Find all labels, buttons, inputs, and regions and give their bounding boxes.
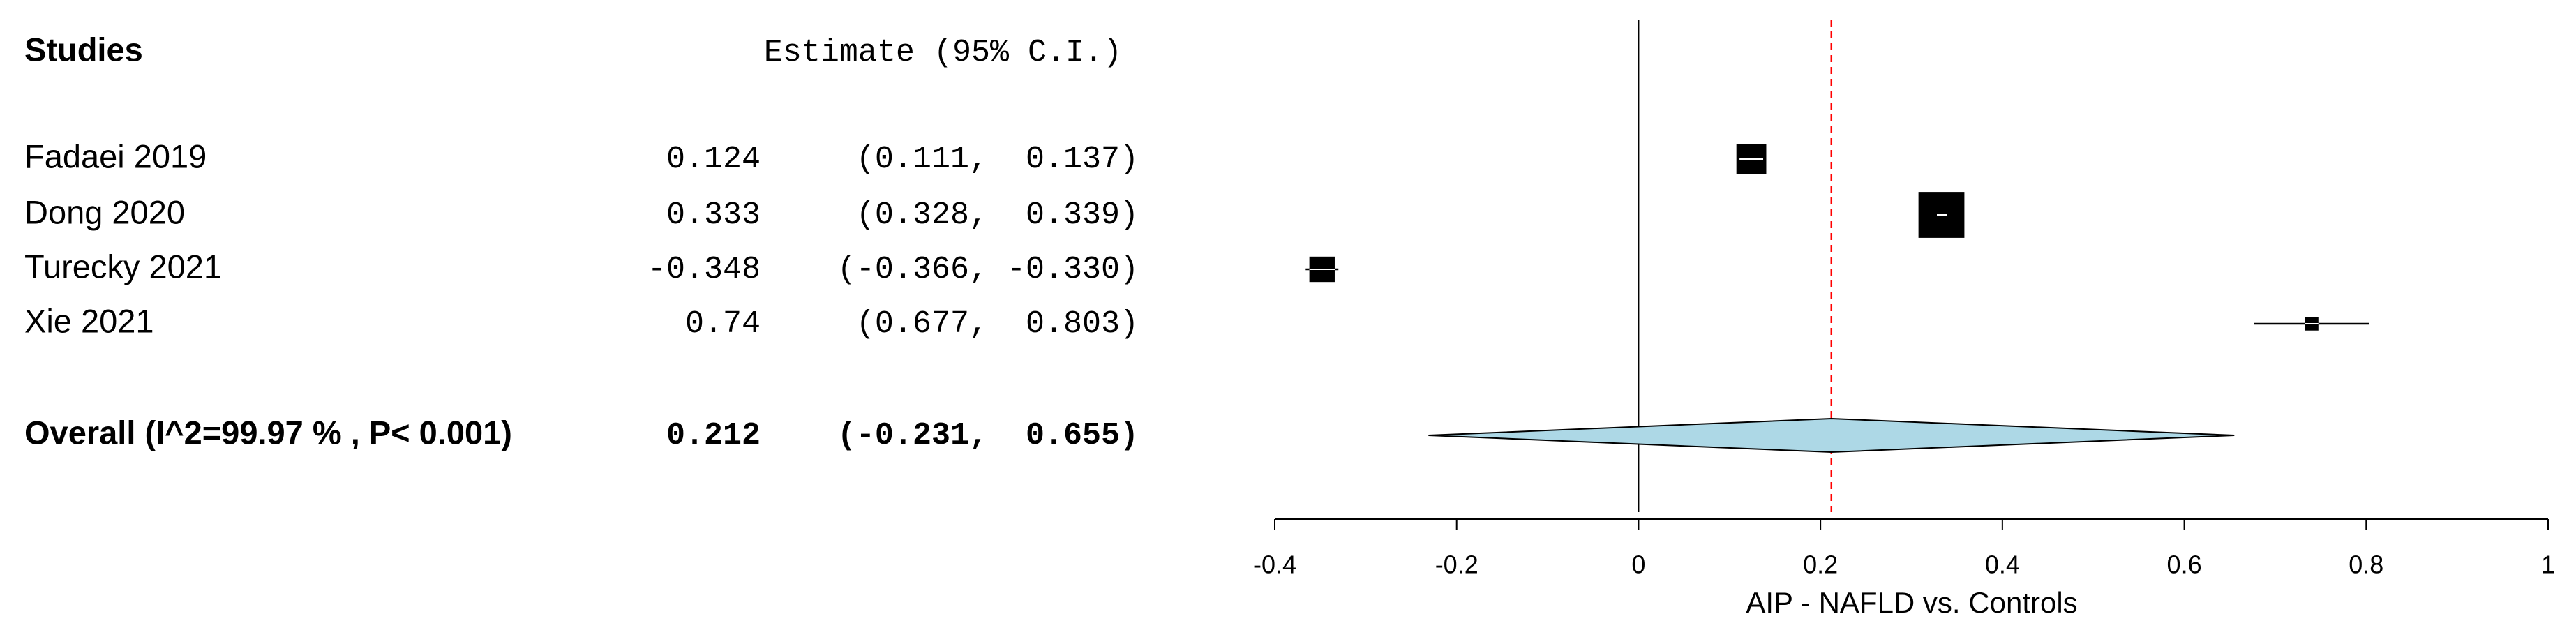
x-tick-label: -0.2 bbox=[1435, 551, 1478, 579]
x-tick-label: 1 bbox=[2541, 551, 2555, 579]
study-name: Xie 2021 bbox=[24, 302, 154, 339]
x-tick-label: 0.4 bbox=[1985, 551, 2020, 579]
study-estimate: 0.333 bbox=[666, 197, 761, 233]
study-name: Turecky 2021 bbox=[24, 248, 222, 285]
study-estimate: 0.74 bbox=[685, 306, 761, 342]
study-ci: (0.328, 0.339) bbox=[856, 197, 1139, 233]
x-tick-label: 0 bbox=[1631, 551, 1645, 579]
study-name: Fadaei 2019 bbox=[24, 137, 207, 174]
x-tick-label: -0.4 bbox=[1253, 551, 1296, 579]
study-ci: (-0.366, -0.330) bbox=[837, 252, 1139, 287]
study-ci: (0.677, 0.803) bbox=[856, 306, 1139, 342]
study-name: Dong 2020 bbox=[24, 193, 185, 230]
study-estimate: 0.124 bbox=[666, 142, 761, 177]
x-tick-label: 0.8 bbox=[2349, 551, 2383, 579]
estimate-header: Estimate (95% C.I.) bbox=[764, 35, 1122, 70]
x-axis-label: AIP - NAFLD vs. Controls bbox=[1746, 586, 2077, 619]
overall-ci: (-0.231, 0.655) bbox=[837, 418, 1139, 454]
studies-header: Studies bbox=[24, 31, 143, 68]
overall-diamond bbox=[1428, 417, 2235, 454]
study-ci: (0.111, 0.137) bbox=[856, 142, 1139, 177]
overall-estimate: 0.212 bbox=[666, 418, 761, 454]
x-tick-label: 0.6 bbox=[2167, 551, 2202, 579]
x-tick-label: 0.2 bbox=[1803, 551, 1838, 579]
study-estimate: -0.348 bbox=[647, 252, 761, 287]
overall-name: Overall (I^2=99.97 % , P< 0.001) bbox=[24, 414, 512, 451]
